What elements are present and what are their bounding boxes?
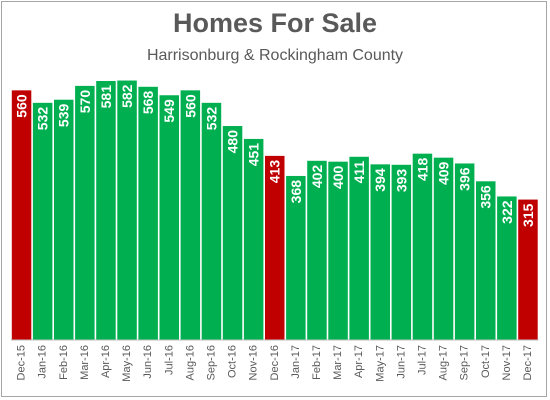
data-label: 322 xyxy=(499,200,515,224)
bar xyxy=(75,85,95,340)
bar xyxy=(138,86,158,340)
data-label: 393 xyxy=(393,169,409,193)
bar xyxy=(222,126,243,341)
chart-title: Homes For Sale xyxy=(172,8,378,38)
bar xyxy=(96,80,116,341)
bar xyxy=(11,90,32,340)
bar xyxy=(159,95,179,340)
data-label: 402 xyxy=(309,165,325,189)
data-label: 582 xyxy=(119,84,135,108)
bar xyxy=(32,102,53,340)
data-label: 451 xyxy=(246,143,262,167)
bar xyxy=(243,138,264,340)
data-label: 400 xyxy=(330,165,346,189)
x-tick-label: Aug-17 xyxy=(438,345,450,380)
bar xyxy=(370,164,390,340)
x-tick-label: Dec-17 xyxy=(522,345,534,380)
data-label: 581 xyxy=(98,85,114,109)
x-tick-label: Jun-16 xyxy=(142,345,154,379)
data-label: 411 xyxy=(351,161,367,184)
bar xyxy=(265,155,285,340)
bar xyxy=(476,181,496,340)
x-tick-label: Mar-17 xyxy=(332,345,344,380)
x-tick-label: Sep-17 xyxy=(459,345,471,380)
bar xyxy=(433,157,454,340)
data-label: 315 xyxy=(520,203,536,227)
data-label: 394 xyxy=(372,168,388,192)
data-label: 409 xyxy=(436,161,452,185)
data-label: 356 xyxy=(478,185,494,209)
x-tick-label: Oct-16 xyxy=(227,345,239,378)
data-label: 396 xyxy=(457,167,473,191)
bar xyxy=(454,163,475,340)
x-tick-label: Feb-17 xyxy=(311,345,323,380)
data-label: 418 xyxy=(414,157,430,181)
bar xyxy=(328,161,348,340)
x-tick-label: Jun-17 xyxy=(395,345,407,379)
chart-subtitle: Harrisonburg & Rockingham County xyxy=(146,47,404,64)
data-label: 413 xyxy=(267,160,283,184)
x-tick-label: Feb-16 xyxy=(58,345,70,380)
bar xyxy=(349,156,369,340)
x-tick-label: May-17 xyxy=(374,345,386,382)
bar xyxy=(117,80,137,340)
data-label: 568 xyxy=(140,91,156,115)
data-label: 549 xyxy=(161,99,177,123)
x-tick-label: Jan-17 xyxy=(290,345,302,379)
data-label: 539 xyxy=(56,103,72,127)
x-tick-label: May-16 xyxy=(121,345,133,382)
data-label: 560 xyxy=(182,94,198,118)
bar xyxy=(518,199,538,340)
bar xyxy=(54,99,74,341)
data-label: 560 xyxy=(14,94,30,118)
bar xyxy=(391,164,412,340)
x-tick-label: Dec-15 xyxy=(16,345,28,380)
x-tick-label: Jul-17 xyxy=(416,345,428,375)
bar xyxy=(497,196,517,340)
x-tick-label: Oct-17 xyxy=(480,345,492,378)
x-tick-label: Jan-16 xyxy=(37,345,49,379)
x-tick-label: Apr-17 xyxy=(353,345,365,378)
bar xyxy=(180,90,201,340)
data-label: 368 xyxy=(288,180,304,204)
x-tick-label: Jul-16 xyxy=(163,345,175,375)
data-label: 480 xyxy=(225,130,241,154)
x-tick-label: Dec-16 xyxy=(269,345,281,380)
x-tick-label: Sep-16 xyxy=(205,345,217,380)
bar xyxy=(412,153,433,340)
x-tick-label: Nov-16 xyxy=(248,345,260,380)
x-tick-label: Mar-16 xyxy=(79,345,91,380)
data-label: 570 xyxy=(77,90,93,114)
data-label: 532 xyxy=(203,107,219,131)
x-tick-label: Aug-16 xyxy=(184,345,196,380)
x-tick-label: Nov-17 xyxy=(501,345,513,380)
bar xyxy=(201,102,222,340)
bar xyxy=(286,175,306,340)
data-label: 532 xyxy=(35,107,51,131)
bar xyxy=(307,160,327,340)
x-tick-label: Apr-16 xyxy=(100,345,112,378)
